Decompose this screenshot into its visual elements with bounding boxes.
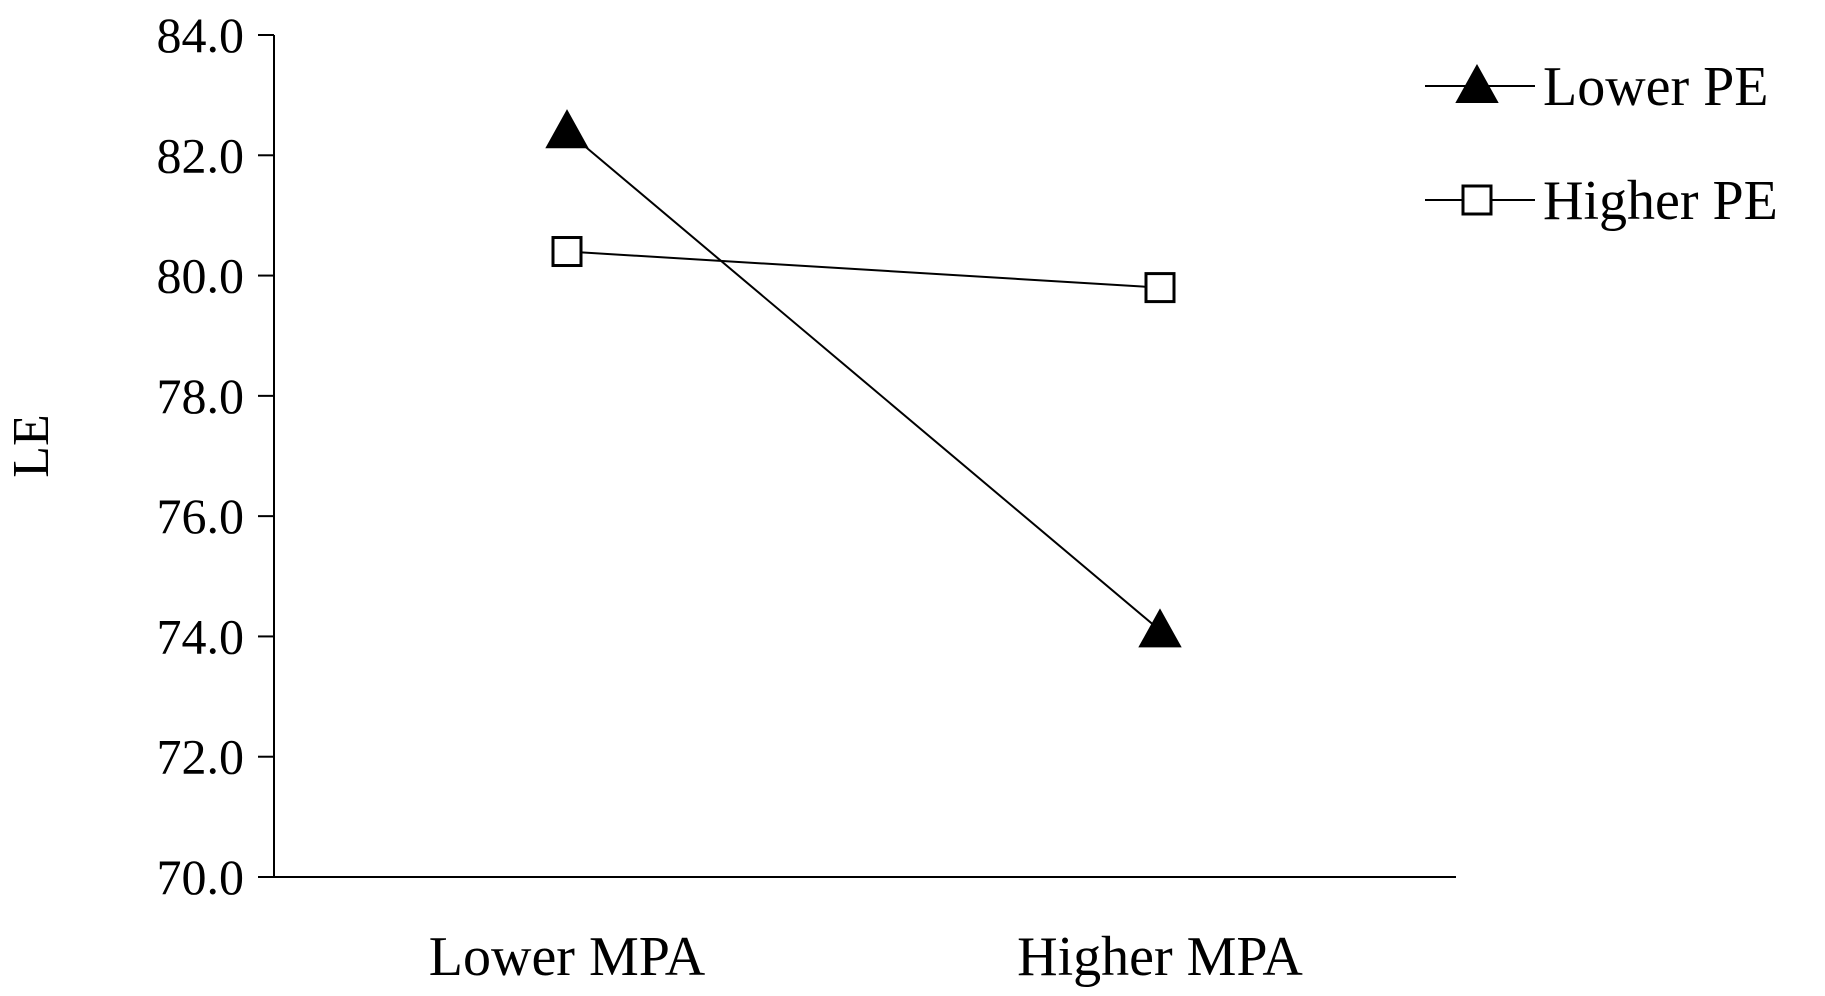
y-tick-label: 80.0	[157, 248, 245, 304]
x-axis: Lower MPA Higher MPA	[274, 876, 1456, 988]
x-category-label: Lower MPA	[429, 926, 706, 988]
y-axis-title: LE	[3, 414, 60, 478]
y-tick-label: 70.0	[157, 849, 245, 905]
y-axis: 70.0 72.0 74.0 76.0 78.0 80.0 82.0 84.0	[157, 7, 275, 905]
legend-label: Lower PE	[1543, 56, 1769, 118]
series-layer	[545, 109, 1182, 648]
data-point-higher-pe	[551, 236, 583, 268]
y-tick-label: 72.0	[157, 729, 245, 785]
y-tick-label: 76.0	[157, 488, 245, 544]
y-tick-label: 74.0	[157, 608, 245, 664]
y-tick-label: 84.0	[157, 7, 245, 63]
legend-square-icon	[1461, 184, 1493, 216]
series-line-lower-pe	[566, 130, 1161, 632]
data-point-lower-pe	[1138, 608, 1182, 648]
legend-triangle-icon	[1455, 63, 1499, 103]
series-line-higher-pe	[566, 250, 1161, 289]
x-category-label: Higher MPA	[1017, 926, 1303, 988]
legend-label: Higher PE	[1543, 170, 1778, 232]
y-tick-label: 78.0	[157, 368, 245, 424]
legend: Lower PE Higher PE	[1425, 56, 1778, 232]
data-point-lower-pe	[545, 109, 589, 149]
data-point-higher-pe	[1144, 272, 1176, 304]
y-tick-label: 82.0	[157, 127, 245, 183]
